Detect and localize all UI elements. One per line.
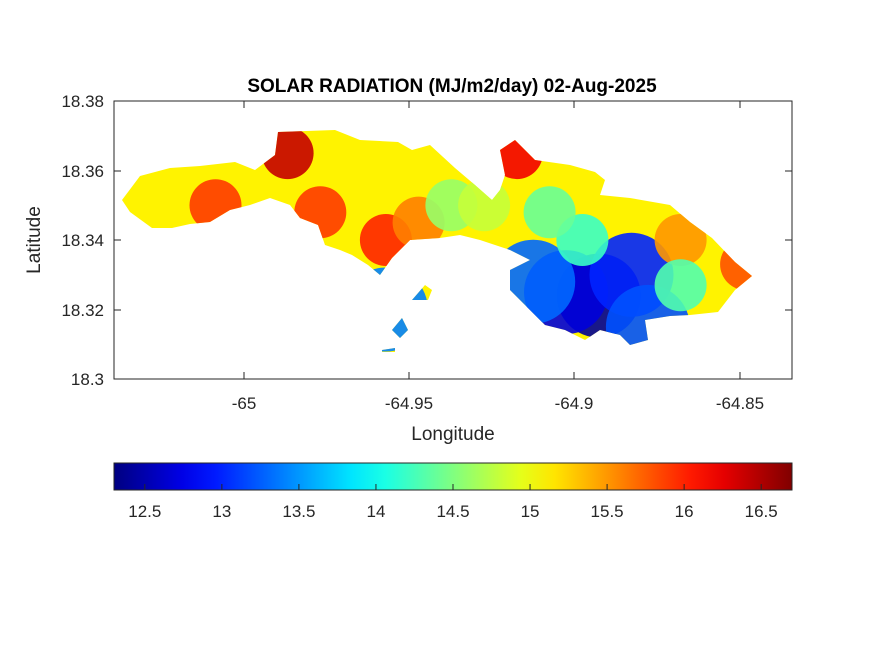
x-tick-labels: -65 -64.95 -64.9 -64.85 xyxy=(232,394,764,413)
colorbar-tick-label: 13 xyxy=(212,502,231,521)
x-tick-label: -64.95 xyxy=(385,394,433,413)
colorbar-tick-label: 15.5 xyxy=(591,502,624,521)
x-axis-label: Longitude xyxy=(411,424,494,445)
radiation-hotspot xyxy=(654,259,707,312)
y-axis-label: Latitude xyxy=(24,206,45,274)
y-tick-label: 18.36 xyxy=(61,162,104,181)
colorbar-tick-label: 14.5 xyxy=(436,502,469,521)
x-tick-label: -64.9 xyxy=(555,394,594,413)
colorbar-tick-label: 12.5 xyxy=(128,502,161,521)
y-tick-label: 18.38 xyxy=(61,92,104,111)
colorbar-tick-label: 13.5 xyxy=(282,502,315,521)
colorbar-tick-label: 14 xyxy=(366,502,385,521)
radiation-hotspot xyxy=(654,214,707,266)
colorbar-ticks: 12.5 13 13.5 14 14.5 15 15.5 16 16.5 xyxy=(128,484,778,521)
chart-title: SOLAR RADIATION (MJ/m2/day) 02-Aug-2025 xyxy=(247,76,657,97)
x-tick-label: -65 xyxy=(232,394,257,413)
y-tick-label: 18.32 xyxy=(61,301,104,320)
y-tick-label: 18.3 xyxy=(71,370,104,389)
colorbar-tick-label: 16 xyxy=(675,502,694,521)
y-tick-labels: 18.38 18.36 18.34 18.32 18.3 xyxy=(61,92,104,389)
radiation-hotspot xyxy=(523,186,576,239)
x-tick-label: -64.85 xyxy=(716,394,764,413)
colorbar-tick-label: 15 xyxy=(521,502,540,521)
y-tick-label: 18.34 xyxy=(61,231,104,250)
plot-ticks xyxy=(114,101,792,379)
colorbar-tick-label: 16.5 xyxy=(745,502,778,521)
